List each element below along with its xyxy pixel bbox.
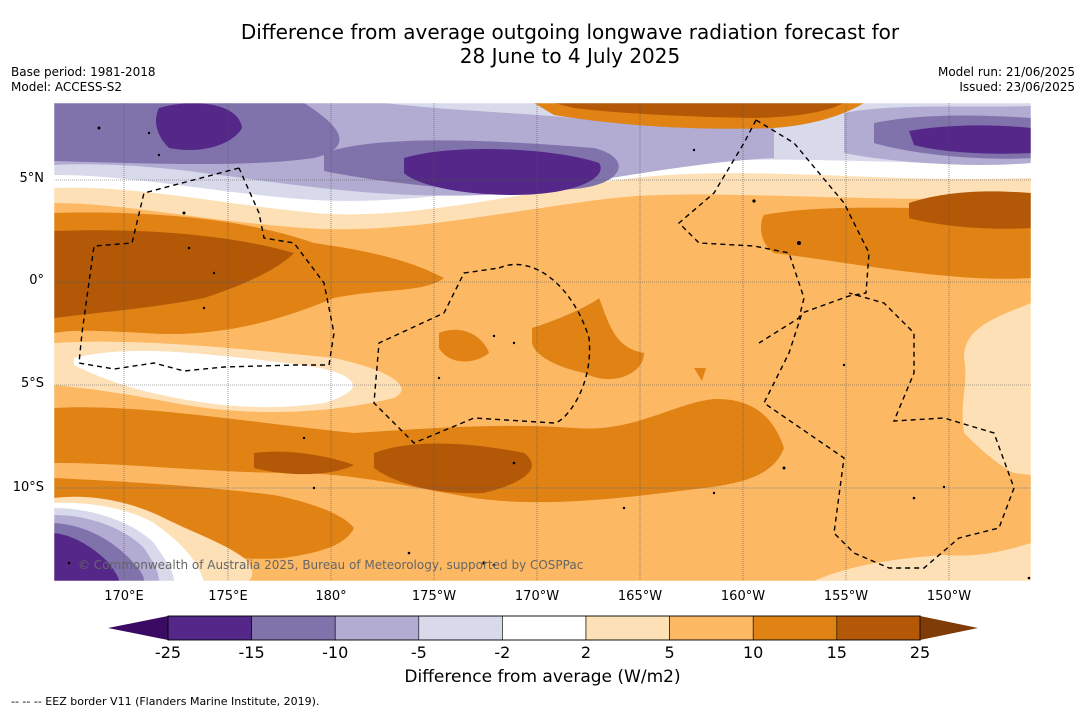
title-line-2: 28 June to 4 July 2025 <box>459 44 681 68</box>
colorbar-title: Difference from average (W/m2) <box>404 667 681 687</box>
colorbar-swatch-1 <box>167 615 252 641</box>
colorbar <box>108 615 978 641</box>
colorbar-label-2: -15 <box>238 643 265 662</box>
copyright-notice: © Commonwealth of Australia 2025, Bureau… <box>78 558 584 572</box>
meta-left: Base period: 1981-2018 Model: ACCESS-S2 <box>11 65 156 95</box>
colorbar-label-7: 5 <box>664 643 675 662</box>
field-15-to-25-west <box>54 230 294 318</box>
field-minus25-center <box>404 148 601 195</box>
field-10-to-15-blob-2 <box>532 298 644 380</box>
field-15-to-25-east <box>909 191 1031 229</box>
lon-label-175e: 175°E <box>208 589 248 604</box>
lon-label-155w: 155°W <box>823 589 869 604</box>
colorbar-high-extend <box>920 616 978 640</box>
eez-borders <box>78 119 1015 569</box>
colorbar-low-extend <box>108 616 168 640</box>
colorbar-swatch-3 <box>334 615 420 641</box>
field-2-to-5-east <box>962 303 1031 475</box>
lon-label-160w: 160°W <box>720 589 766 604</box>
field-minus25-sw <box>54 533 119 581</box>
map-title: Difference from average outgoing longwav… <box>0 20 1085 68</box>
lon-label-165w: 165°W <box>617 589 663 604</box>
lon-label-175w: 175°W <box>411 589 457 604</box>
colorbar-label-1: -25 <box>154 643 182 662</box>
colorbar-outline <box>167 615 921 641</box>
graticule <box>54 103 1031 581</box>
colorbar-label-4: -5 <box>410 643 427 662</box>
base-period: Base period: 1981-2018 <box>11 65 156 79</box>
colorbar-label-9: 15 <box>826 643 847 662</box>
field-15-to-25-north <box>554 103 844 118</box>
field-minus25-ne <box>909 125 1031 154</box>
model-name: Model: ACCESS-S2 <box>11 80 123 94</box>
colorbar-label-5: -2 <box>494 643 511 662</box>
field-2-to-5-southeast <box>814 543 1031 581</box>
eez-legend-note: -- -- -- EEZ border V11 (Flanders Marine… <box>11 695 320 708</box>
lat-label-5s: 5°S <box>20 376 44 391</box>
issued-date: Issued: 23/06/2025 <box>959 80 1075 94</box>
colorbar-label-8: 10 <box>743 643 764 662</box>
colorbar-swatch-6 <box>585 615 670 641</box>
colorbar-label-3: -10 <box>322 643 349 662</box>
olr-anomaly-map <box>54 103 1031 581</box>
colorbar-swatch-8 <box>752 615 838 641</box>
lon-label-150w: 150°W <box>926 589 972 604</box>
lon-label-170e: 170°E <box>104 589 144 604</box>
field-15-to-25-south-1 <box>254 451 354 475</box>
lat-label-5n: 5°N <box>19 171 45 186</box>
lon-label-180: 180° <box>315 589 347 604</box>
colorbar-swatch-2 <box>251 615 336 641</box>
colorbar-swatch-7 <box>669 615 754 641</box>
colorbar-label-6: 2 <box>580 643 592 662</box>
meta-right: Model run: 21/06/2025 Issued: 23/06/2025 <box>938 65 1075 95</box>
model-run: Model run: 21/06/2025 <box>937 65 1075 79</box>
field-10-to-15-blob-1 <box>439 329 489 362</box>
lat-label-0: 0° <box>29 273 44 288</box>
field-10-to-15-blob-3 <box>694 368 706 381</box>
islands <box>67 126 1031 580</box>
colorbar-swatch-4 <box>418 615 503 641</box>
colorbar-swatch-9 <box>836 615 921 641</box>
lat-label-10s: 10°S <box>12 480 44 495</box>
colorbar-swatch-5 <box>502 615 587 641</box>
lon-label-170w: 170°W <box>514 589 560 604</box>
field-minus25-nw <box>156 103 242 151</box>
colorbar-label-10: 25 <box>909 643 931 662</box>
field-15-to-25-south-2 <box>374 443 532 494</box>
title-line-1: Difference from average outgoing longwav… <box>240 20 900 44</box>
